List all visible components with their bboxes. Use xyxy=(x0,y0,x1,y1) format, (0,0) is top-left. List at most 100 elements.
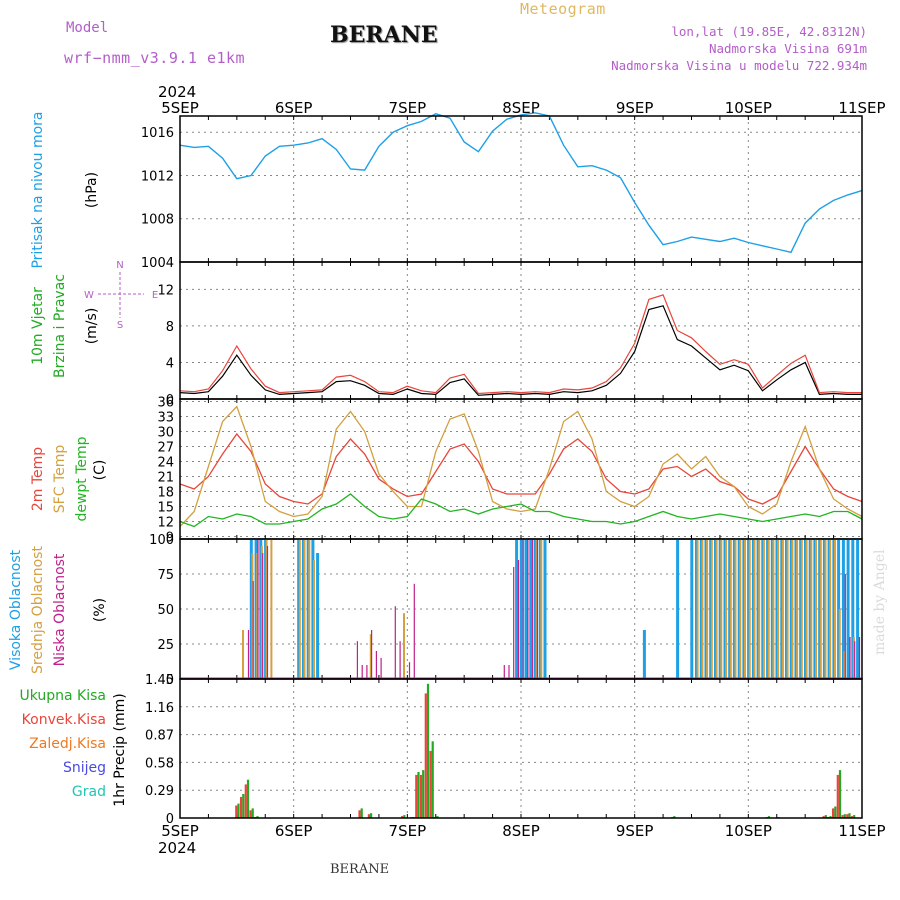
pressure-line xyxy=(179,112,863,254)
model-elevation-label: Nadmorska Visina u modelu 722.934m xyxy=(611,58,867,73)
temperature-y-tick-label: 9 xyxy=(166,531,174,546)
low-cloud-bar xyxy=(517,560,520,679)
high-cloud-bar xyxy=(827,539,831,679)
high-cloud-bar xyxy=(297,539,301,679)
total-precip-bar xyxy=(246,779,250,818)
mid-cloud-bar xyxy=(800,539,803,679)
mid-cloud-bar xyxy=(256,553,259,679)
cloud-y-tick-label: 100 xyxy=(149,533,174,548)
station-title: BERANE xyxy=(330,22,438,48)
high-cloud-bar xyxy=(799,539,803,679)
low-cloud-bar xyxy=(375,651,377,679)
high-cloud-bar xyxy=(301,539,305,679)
pressure-y-tick-label: 1008 xyxy=(141,213,174,228)
high-cloud-bar xyxy=(808,539,812,679)
cloud-y-tick-label: 25 xyxy=(157,638,174,653)
low-cloud-bar xyxy=(854,641,856,679)
temperature-y-tick-label: 33 xyxy=(157,411,174,426)
mid-cloud-bar xyxy=(540,539,543,679)
compass-south-label: S xyxy=(117,320,123,331)
total-precip-bar xyxy=(360,808,363,818)
high-cloud-bar xyxy=(785,539,788,679)
precip-y-tick-label: 0.29 xyxy=(145,784,174,799)
convective-precip-bar xyxy=(367,814,370,818)
high-cloud-bar xyxy=(732,539,736,679)
low-cloud-axis-label: Niska Oblacnost xyxy=(52,553,68,666)
compass-west-label: W xyxy=(84,290,94,301)
mid-cloud-bar xyxy=(748,539,751,679)
temperature-y-tick-label: 21 xyxy=(157,471,174,486)
mid-cloud-bar xyxy=(758,539,761,679)
mid-cloud-bar xyxy=(772,539,775,679)
total-precip-bar xyxy=(431,741,434,818)
mid-cloud-bar xyxy=(701,539,704,679)
high-cloud-bar xyxy=(747,539,751,679)
high-cloud-bar xyxy=(538,539,542,679)
mid-cloud-bar xyxy=(834,539,836,679)
temperature-y-tick-label: 18 xyxy=(157,486,174,501)
high-cloud-bar xyxy=(316,553,320,679)
pressure-unit-label: (hPa) xyxy=(84,172,100,208)
high-cloud-bar xyxy=(770,539,774,679)
wind-speed-line xyxy=(179,305,862,396)
wind-y-tick-label: 8 xyxy=(166,320,174,335)
bottom-date-label: 11SEP xyxy=(838,822,885,840)
wind-axis-label: 10m Vjetar xyxy=(30,287,46,365)
convective-precip-bar xyxy=(424,693,427,818)
precip-y-tick-label: 1.45 xyxy=(145,673,174,688)
total-precip-bar xyxy=(256,816,259,818)
high-cloud-bar xyxy=(813,539,817,679)
convective-precip-bar xyxy=(836,774,839,818)
low-cloud-bar xyxy=(513,567,515,679)
wind-y-tick-label: 0 xyxy=(166,393,174,408)
convective-precip-bar xyxy=(401,816,404,818)
precip-panel-frame xyxy=(179,678,863,819)
precip-unit-label: 1hr Precip (mm) xyxy=(112,693,128,806)
temperature-y-tick-label: 24 xyxy=(157,456,174,471)
mid-cloud-bar xyxy=(810,539,813,679)
high-cloud-bar xyxy=(642,630,646,679)
convective-precip-bar xyxy=(419,774,423,818)
mid-cloud-bar xyxy=(744,539,746,679)
wind-unit-label: (m/s) xyxy=(84,308,100,345)
mid-cloud-bar xyxy=(843,651,846,679)
low-cloud-bar xyxy=(408,662,411,679)
mid-cloud-bar xyxy=(852,637,855,679)
high-cloud-bar xyxy=(249,539,253,679)
hail-legend: Grad xyxy=(72,784,106,800)
high-cloud-bar xyxy=(841,539,845,679)
high-cloud-bar xyxy=(254,539,258,679)
high-cloud-bar xyxy=(704,539,708,679)
total-precip-bar xyxy=(853,815,856,818)
low-cloud-bar xyxy=(503,665,505,679)
total-precip-legend: Ukupna Kisa xyxy=(19,688,106,704)
convective-precip-bar xyxy=(235,805,238,818)
total-precip-bar xyxy=(838,770,842,818)
mid-cloud-bar xyxy=(805,539,808,679)
meteogram-label: Meteogram xyxy=(520,0,606,18)
dewpoint-axis-label: dewpt Temp xyxy=(74,436,90,521)
high-cloud-bar xyxy=(794,539,798,679)
total-precip-bar xyxy=(422,770,425,818)
convective-precip-bar xyxy=(850,816,854,818)
convective-precip-bar xyxy=(249,810,252,818)
wind-y-tick-label: 4 xyxy=(166,356,174,371)
mid-cloud-bar xyxy=(815,539,817,679)
high-cloud-bar xyxy=(780,539,784,679)
top-date-label: 8SEP xyxy=(502,99,540,117)
mid-cloud-bar xyxy=(786,539,789,679)
high-cloud-bar xyxy=(832,539,836,679)
temperature-y-tick-label: 12 xyxy=(157,516,174,531)
low-cloud-bar xyxy=(361,665,363,679)
low-cloud-bar xyxy=(257,539,259,679)
high-cloud-bar xyxy=(766,539,770,679)
total-precip-bar xyxy=(824,815,827,818)
low-cloud-bar xyxy=(532,539,534,679)
high-cloud-bar xyxy=(543,539,547,679)
high-cloud-bar xyxy=(761,539,765,679)
convective-precip-bar xyxy=(822,816,825,818)
mid-cloud-bar xyxy=(734,539,737,679)
total-precip-bar xyxy=(436,816,439,818)
mid-cloud-bar xyxy=(762,539,765,679)
cloud-y-tick-label: 50 xyxy=(157,603,174,618)
